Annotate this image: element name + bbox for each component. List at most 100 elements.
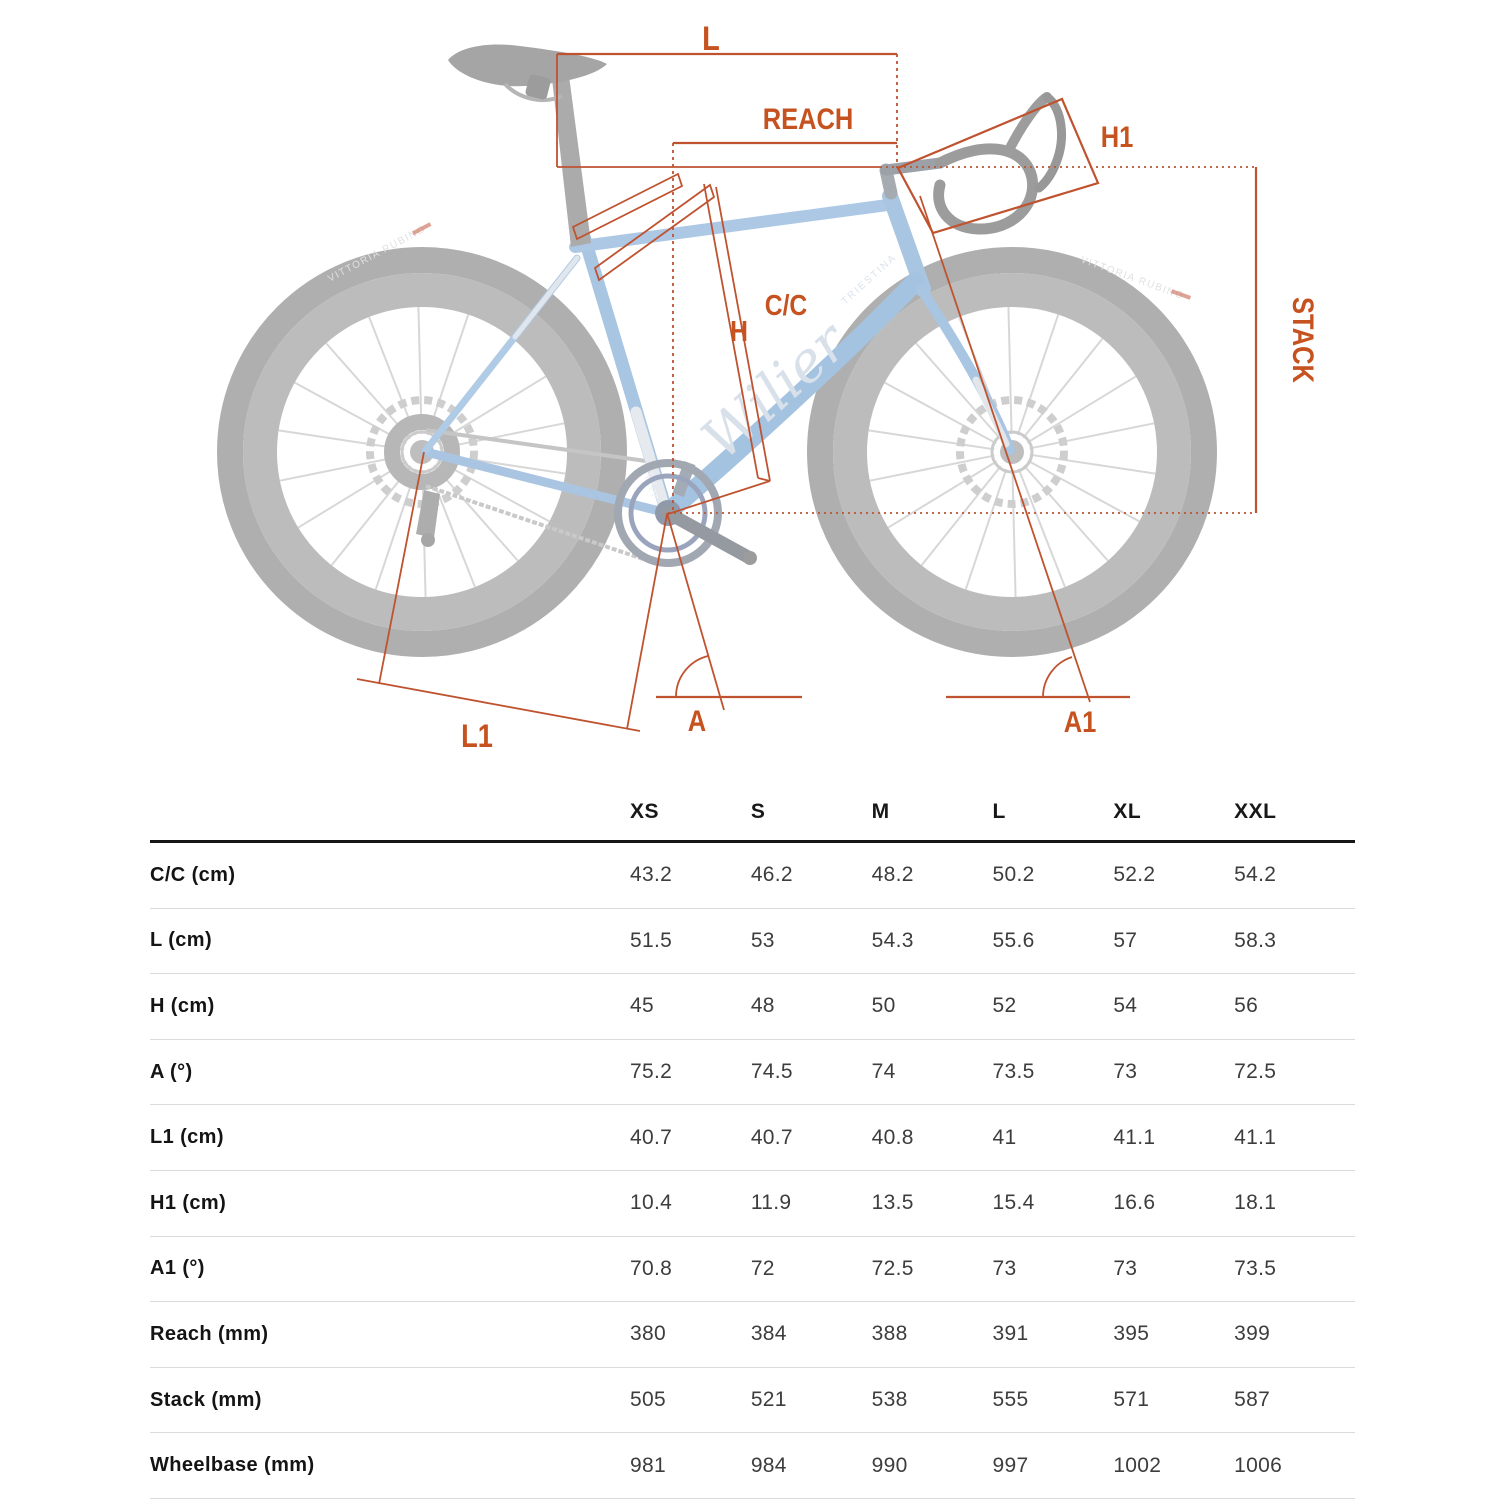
row-value-xs: 75.2 (630, 1060, 673, 1084)
measurement-reach: REACH (672, 102, 897, 513)
row-value-s: 984 (750, 1453, 787, 1477)
saddle (448, 44, 607, 87)
label-stack: STACK (1287, 297, 1320, 383)
row-value-l: 73.5 (992, 1060, 1035, 1084)
label-a: A (688, 704, 706, 737)
measurement-stack: STACK (557, 166, 1320, 514)
row-value-m: 72.5 (871, 1256, 914, 1280)
row-label: Stack (mm) (150, 1388, 262, 1411)
frame (421, 188, 1015, 525)
label-l1: L1 (461, 719, 493, 755)
row-value-l: 555 (992, 1388, 1029, 1412)
front-disc-rotor (956, 396, 1068, 508)
label-h1: H1 (1101, 120, 1134, 153)
row-value-s: 46.2 (750, 863, 793, 887)
row-value-xs: 70.8 (630, 1256, 673, 1280)
size-header-xs: XS (630, 800, 660, 823)
row-value-m: 54.3 (871, 928, 914, 952)
chain-bottom (425, 484, 653, 564)
size-header-row: XS S M L XL XXL (150, 784, 1355, 843)
row-value-xxl: 73.5 (1234, 1256, 1277, 1280)
row-value-xl: 571 (1113, 1388, 1150, 1412)
size-header-xl: XL (1113, 800, 1142, 823)
seatpost (551, 68, 591, 247)
row-value-l: 50.2 (992, 863, 1035, 887)
row-value-l: 391 (992, 1322, 1029, 1346)
row-label: L1 (cm) (150, 1126, 224, 1149)
row-value-l: 997 (992, 1453, 1029, 1477)
row-value-s: 40.7 (750, 1125, 793, 1149)
row-value-m: 48.2 (871, 863, 914, 887)
head-axis-line (919, 195, 1091, 703)
row-label: A1 (°) (150, 1257, 205, 1280)
row-value-l: 15.4 (992, 1191, 1035, 1215)
row-value-l: 55.6 (992, 928, 1035, 952)
size-header-xxl: XXL (1234, 800, 1277, 823)
label-cc: C/C (765, 289, 807, 321)
brake-hood (1003, 92, 1052, 157)
row-value-m: 990 (871, 1453, 908, 1477)
row-value-xxl: 399 (1234, 1322, 1271, 1346)
saddle-clamp (525, 74, 551, 100)
row-value-xs: 380 (630, 1322, 666, 1346)
row-label: A (°) (150, 1060, 193, 1083)
size-header-l: L (992, 800, 1006, 823)
row-value-xl: 16.6 (1113, 1191, 1156, 1215)
row-value-xs: 51.5 (630, 928, 673, 952)
row-value-s: 384 (750, 1322, 787, 1346)
row-value-l: 52 (992, 994, 1017, 1018)
geometry-table: XS S M L XL XXL C/C (cm) 43.2 46.2 48.2 … (150, 784, 1355, 1499)
table-row: H (cm) 45 48 50 52 54 56 (150, 974, 1355, 1040)
measurement-a: A (656, 512, 802, 737)
row-value-xs: 43.2 (630, 863, 673, 887)
chainstay-tube (421, 447, 672, 518)
row-value-xs: 10.4 (630, 1191, 673, 1215)
row-label: Wheelbase (mm) (150, 1454, 315, 1477)
row-value-xl: 41.1 (1113, 1125, 1156, 1149)
measurement-l: L (556, 19, 898, 168)
row-value-xl: 52.2 (1113, 863, 1156, 887)
label-l: L (702, 19, 720, 58)
row-value-l: 73 (992, 1256, 1017, 1280)
size-header-s: S (750, 800, 766, 823)
table-row: Reach (mm) 380 384 388 391 395 399 (150, 1302, 1355, 1368)
measurement-a1: A1 (946, 656, 1130, 738)
row-value-s: 48 (750, 994, 775, 1018)
measurement-l1: L1 (356, 451, 668, 755)
rear-wheel-spokes (278, 307, 566, 597)
front-wheel-spokes (868, 307, 1156, 597)
table-row: Wheelbase (mm) 981 984 990 997 1002 1006 (150, 1433, 1355, 1499)
size-header-m: M (871, 800, 890, 823)
measurement-h-cc: H C/C (571, 172, 807, 515)
table-row: A1 (°) 70.8 72 72.5 73 73 73.5 (150, 1237, 1355, 1303)
cassette (384, 414, 460, 490)
row-value-xxl: 18.1 (1234, 1191, 1277, 1215)
row-value-xs: 981 (630, 1453, 666, 1477)
row-value-xxl: 56 (1234, 994, 1259, 1018)
top-tube (569, 198, 901, 253)
row-label: C/C (cm) (150, 863, 236, 886)
row-value-m: 50 (871, 994, 896, 1018)
row-value-xl: 73 (1113, 1060, 1138, 1084)
row-label: H (cm) (150, 994, 215, 1017)
table-row: C/C (cm) 43.2 46.2 48.2 50.2 52.2 54.2 (150, 843, 1355, 909)
row-value-m: 388 (871, 1322, 908, 1346)
row-value-xl: 57 (1113, 928, 1138, 952)
row-value-xs: 40.7 (630, 1125, 673, 1149)
row-value-xl: 54 (1113, 994, 1138, 1018)
pedal-axle (743, 551, 757, 565)
measurement-h1: H1 (896, 97, 1134, 235)
row-value-xxl: 1006 (1234, 1453, 1283, 1477)
row-value-xs: 45 (630, 994, 654, 1018)
row-value-m: 13.5 (871, 1191, 914, 1215)
row-value-s: 521 (750, 1388, 787, 1412)
label-reach: REACH (763, 102, 854, 135)
row-value-m: 40.8 (871, 1125, 914, 1149)
row-value-xl: 73 (1113, 1256, 1138, 1280)
row-value-m: 74 (871, 1060, 896, 1084)
table-row: H1 (cm) 10.4 11.9 13.5 15.4 16.6 18.1 (150, 1171, 1355, 1237)
bike-illustration: VITTORIA RUBINO VITTORIA RUBINO (217, 44, 1217, 657)
row-label: L (cm) (150, 929, 213, 952)
row-value-xxl: 72.5 (1234, 1060, 1277, 1084)
